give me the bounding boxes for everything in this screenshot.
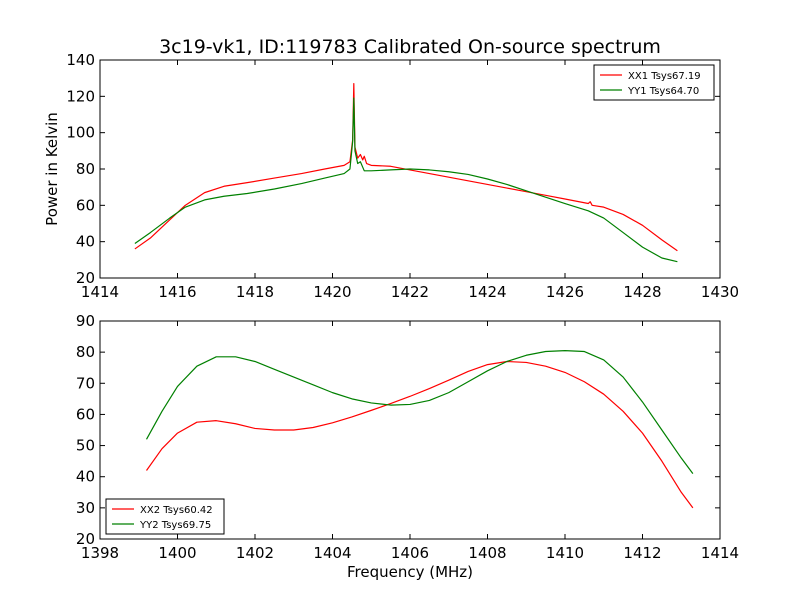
x-tick-label: 1414 bbox=[701, 544, 739, 562]
y-tick-label: 90 bbox=[76, 312, 95, 330]
x-tick-label: 1412 bbox=[623, 544, 661, 562]
series-line-2-1 bbox=[146, 360, 694, 509]
legend-entry: XX1 Tsys67.19 bbox=[628, 71, 701, 82]
x-tick-label: 1422 bbox=[391, 283, 429, 301]
x-tick-label: 1408 bbox=[468, 544, 506, 562]
legend-box bbox=[593, 64, 715, 101]
legend-box bbox=[105, 498, 225, 535]
figure-title: 3c19-vk1, ID:119783 Calibrated On-source… bbox=[159, 36, 661, 58]
y-tick-label: 140 bbox=[66, 51, 95, 69]
x-tick-label: 1426 bbox=[546, 283, 584, 301]
x-tick-label: 1400 bbox=[158, 544, 196, 562]
y-tick-label: 30 bbox=[76, 499, 95, 517]
x-tick-label: 1410 bbox=[546, 544, 584, 562]
y-tick-label: 100 bbox=[66, 124, 95, 142]
y-tick-label: 80 bbox=[76, 160, 95, 178]
y-tick-label: 70 bbox=[76, 374, 95, 392]
x-tick-label: 1404 bbox=[313, 544, 351, 562]
series-line-1-2 bbox=[134, 97, 678, 263]
x-tick-label: 1428 bbox=[623, 283, 661, 301]
x-tick-label: 1418 bbox=[236, 283, 274, 301]
axes-bottom: 1398 1400 1402 1404 1406 1408 1410 1412 1414 20 30… bbox=[76, 312, 739, 581]
x-tick-label: 1414 bbox=[81, 283, 119, 301]
legend: XX1 Tsys67.19 YY1 Tsys64.70 bbox=[593, 64, 715, 101]
x-tick-label: 1424 bbox=[468, 283, 506, 301]
y-tick-label: 40 bbox=[76, 468, 95, 486]
y-tick-label: 40 bbox=[76, 233, 95, 251]
legend-entry: XX2 Tsys60.42 bbox=[140, 505, 213, 516]
x-tick-label: 1416 bbox=[158, 283, 196, 301]
y-tick-label: 60 bbox=[76, 196, 95, 214]
legend-entry: YY1 Tsys64.70 bbox=[627, 86, 699, 97]
legend-entry: YY2 Tsys69.75 bbox=[139, 520, 211, 531]
y-tick-label: 50 bbox=[76, 437, 95, 455]
y-tick-label: 60 bbox=[76, 405, 95, 423]
y-tick-label: 20 bbox=[76, 530, 95, 548]
series-line-1-1 bbox=[134, 83, 678, 252]
x-tick-label: 1402 bbox=[236, 544, 274, 562]
y-tick-label: 120 bbox=[66, 87, 95, 105]
x-axis-label: Frequency (MHz) bbox=[347, 563, 473, 581]
x-tick-label: 1398 bbox=[81, 544, 119, 562]
y-axis-label: Power in Kelvin bbox=[43, 112, 61, 226]
axes-top: 1414 1416 1418 1420 1422 1424 1426 1428 1430 20 40… bbox=[43, 51, 739, 301]
y-tick-label: 20 bbox=[76, 269, 95, 287]
x-tick-label: 1420 bbox=[313, 283, 351, 301]
y-tick-label: 80 bbox=[76, 343, 95, 361]
series-line-2-2 bbox=[145, 349, 694, 474]
x-tick-label: 1406 bbox=[391, 544, 429, 562]
legend: XX2 Tsys60.42 YY2 Tsys69.75 bbox=[105, 498, 225, 535]
x-tick-label: 1430 bbox=[701, 283, 739, 301]
